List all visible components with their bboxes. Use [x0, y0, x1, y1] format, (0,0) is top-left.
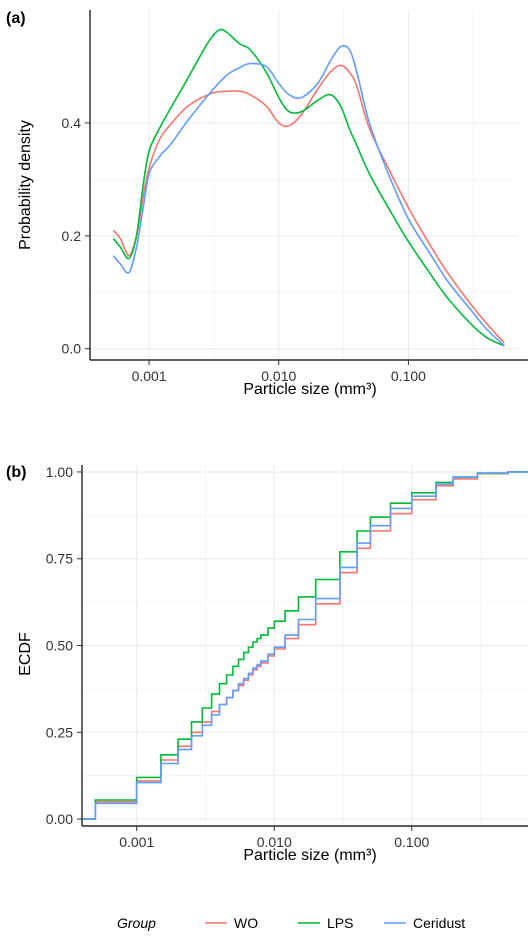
- y-tick-label: 0.0: [62, 341, 82, 357]
- legend-label-lps: LPS: [327, 915, 353, 931]
- panel-b-ticks: 0.001 0.010 0.100 0.00 0.25 0.50 0.75 1.00: [46, 464, 430, 850]
- y-tick-label: 0.2: [62, 228, 82, 244]
- y-tick-label: 0.25: [46, 724, 73, 740]
- x-tick-label: 0.010: [261, 368, 296, 384]
- series-line-lps: [112, 28, 505, 347]
- panel-a-ticks: 0.001 0.010 0.100 0.0 0.2 0.4: [62, 115, 427, 384]
- legend-label-wo: WO: [234, 915, 258, 931]
- panel-b-xlabel: Particle size (mm³): [243, 847, 376, 864]
- x-tick-label: 0.001: [132, 368, 167, 384]
- x-tick-label: 0.100: [391, 368, 426, 384]
- panel-a-label: (a): [6, 10, 26, 27]
- panel-a-series: [112, 28, 505, 347]
- series-line-wo: [112, 64, 505, 344]
- x-tick-label: 0.100: [394, 834, 429, 850]
- legend: Group WO LPS Ceridust: [117, 915, 465, 931]
- x-tick-label: 0.001: [119, 834, 154, 850]
- y-tick-label: 0.75: [46, 551, 73, 567]
- x-tick-label: 0.010: [257, 834, 292, 850]
- legend-label-ceridust: Ceridust: [413, 915, 465, 931]
- panel-b-series: [82, 471, 528, 820]
- y-tick-label: 0.4: [62, 115, 82, 131]
- series-line-ceridust: [112, 44, 505, 347]
- series-line-ceridust: [82, 471, 528, 820]
- panel-b-label: (b): [6, 464, 26, 481]
- panel-a-xlabel: Particle size (mm³): [243, 381, 376, 398]
- y-tick-label: 0.00: [46, 811, 73, 827]
- y-tick-label: 0.50: [46, 638, 73, 654]
- legend-title: Group: [117, 915, 156, 931]
- y-tick-label: 1.00: [46, 464, 73, 480]
- panel-b: (b) 0.001 0.010 0.1000.000.250.500.751.00 …: [6, 464, 528, 864]
- panel-b-grid: [82, 465, 528, 826]
- panel-a: (a) 0.001 0.010 0.100 0.0 0.2 0.4 Particle si…: [6, 10, 528, 398]
- panel-a-grid: [90, 10, 518, 360]
- series-line-lps: [82, 471, 528, 820]
- panel-b-ylabel: ECDF: [17, 632, 34, 676]
- panel-a-ylabel: Probability density: [17, 120, 34, 250]
- series-line-wo: [82, 471, 528, 820]
